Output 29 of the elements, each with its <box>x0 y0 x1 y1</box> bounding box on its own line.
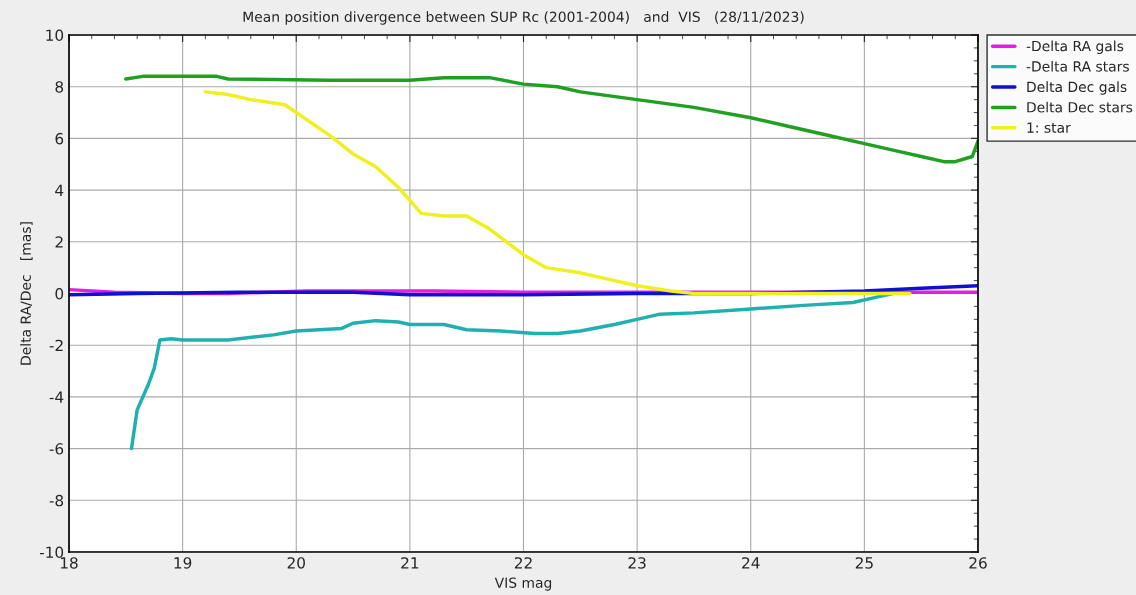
x-tick-label: 26 <box>969 557 987 569</box>
x-tick-label: 18 <box>60 557 78 569</box>
legend-label: -Delta RA gals <box>1026 40 1124 54</box>
y-tick-label: 8 <box>55 81 64 93</box>
legend-label: -Delta RA stars <box>1026 60 1129 72</box>
y-axis-title: Delta RA/Dec [mas] <box>20 222 33 365</box>
y-tick-label: -2 <box>49 339 63 351</box>
chart-title: Mean position divergence between SUP Rc (2001-2004) and VIS (28/11/2023) <box>243 11 804 25</box>
y-tick-label: -6 <box>49 443 64 455</box>
x-tick-label: 22 <box>514 557 532 569</box>
y-tick-label: 6 <box>55 132 64 145</box>
x-tick-label: 25 <box>855 557 873 569</box>
x-tick-label: 24 <box>742 557 760 569</box>
line-series <box>124 74 978 164</box>
y-tick-label: -8 <box>49 494 64 507</box>
y-tick-label: 0 <box>55 287 64 300</box>
x-tick-label: 23 <box>628 557 646 569</box>
x-tick-label: 19 <box>174 557 192 569</box>
line-series <box>203 90 912 296</box>
y-tick-label: 10 <box>46 29 64 42</box>
legend-label: Delta Dec stars <box>1027 101 1133 113</box>
y-tick-label: -4 <box>49 391 64 403</box>
y-tick-label: 2 <box>55 236 63 248</box>
legend-label: 1: star <box>1027 122 1071 133</box>
x-tick-label: 21 <box>401 557 419 569</box>
legend-label: Delta Dec gals <box>1027 81 1127 95</box>
x-axis-title: VIS mag <box>494 577 552 591</box>
y-tick-label: 4 <box>55 184 64 196</box>
x-tick-label: 20 <box>287 557 305 569</box>
